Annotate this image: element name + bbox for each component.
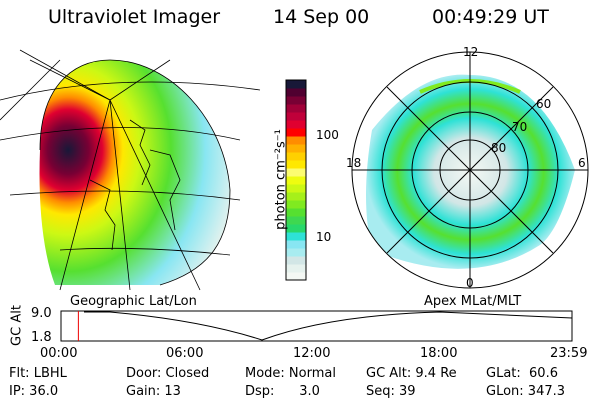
colorbar-segment: [286, 168, 306, 177]
gain: Gain: 13: [126, 384, 181, 399]
gc-alt-axis-title: GC Alt: [9, 305, 25, 346]
colorbar-tick-10: 10: [316, 230, 332, 244]
colorbar-segment: [286, 144, 306, 153]
colorbar-segment: [286, 160, 306, 169]
colorbar-segment: [286, 240, 306, 249]
x-tick-1200: 12:00: [293, 346, 331, 361]
mlt-6-label: 6: [578, 156, 586, 170]
lat-70-label: 70: [512, 120, 528, 134]
mlt-0-label: 0: [466, 276, 474, 290]
y-tick-1-8: 1.8: [31, 330, 52, 345]
x-tick-0000: 00:00: [40, 346, 78, 361]
colorbar-segment: [286, 232, 306, 241]
colorbar-segment: [286, 224, 306, 233]
x-tick-0600: 06:00: [166, 346, 204, 361]
colorbar: [286, 80, 306, 281]
colorbar-segment: [286, 96, 306, 105]
colorbar-segment: [286, 248, 306, 257]
geographic-image: [0, 49, 261, 291]
colorbar-segment: [286, 136, 306, 145]
x-tick-2359: 23:59: [550, 346, 588, 361]
date: 14 Sep 00: [273, 6, 370, 28]
glon: GLon: 347.3: [486, 384, 566, 399]
colorbar-segment: [286, 120, 306, 129]
colorbar-segment: [286, 216, 306, 225]
colorbar-segment: [286, 80, 306, 89]
ip: IP: 36.0: [9, 384, 59, 399]
x-tick-1800: 18:00: [420, 346, 458, 361]
door: Door: Closed: [126, 366, 210, 381]
colorbar-segment: [286, 208, 306, 217]
mlt-12-label: 12: [463, 45, 479, 59]
colorbar-segment: [286, 264, 306, 273]
lat-80-label: 80: [491, 141, 507, 155]
mlt-18-label: 18: [346, 156, 362, 170]
instrument-title: Ultraviolet Imager: [48, 6, 221, 28]
colorbar-segment: [286, 128, 306, 137]
colorbar-segment: [286, 104, 306, 113]
colorbar-segment: [286, 112, 306, 121]
timeline-plot: [60, 310, 573, 342]
gc-alt: GC Alt: 9.4 Re: [366, 366, 457, 381]
seq: Seq: 39: [366, 384, 416, 399]
colorbar-segment: [286, 184, 306, 193]
colorbar-frame: [285, 79, 307, 281]
lat-60-label: 60: [536, 97, 552, 111]
colorbar-segment: [286, 152, 306, 161]
colorbar-segment: [286, 200, 306, 209]
dsp: Dsp: 3.0: [245, 384, 320, 399]
colorbar-segment: [286, 192, 306, 201]
mode: Mode: Normal: [245, 366, 336, 381]
apex-label: Apex MLat/MLT: [424, 294, 522, 309]
colorbar-segment: [286, 176, 306, 185]
time: 00:49:29 UT: [432, 6, 549, 28]
geographic-label: Geographic Lat/Lon: [70, 294, 197, 309]
colorbar-segment: [286, 256, 306, 265]
colorbar-segment: [286, 88, 306, 97]
colorbar-segment: [286, 272, 306, 281]
glat: GLat: 60.6: [486, 366, 558, 381]
filter: Flt: LBHL: [9, 366, 67, 381]
colorbar-tick-100: 100: [316, 128, 339, 142]
colorbar-label: photon cm⁻²s⁻¹: [273, 129, 289, 230]
polar-plot: [351, 51, 589, 289]
y-tick-9: 9.0: [31, 306, 52, 321]
